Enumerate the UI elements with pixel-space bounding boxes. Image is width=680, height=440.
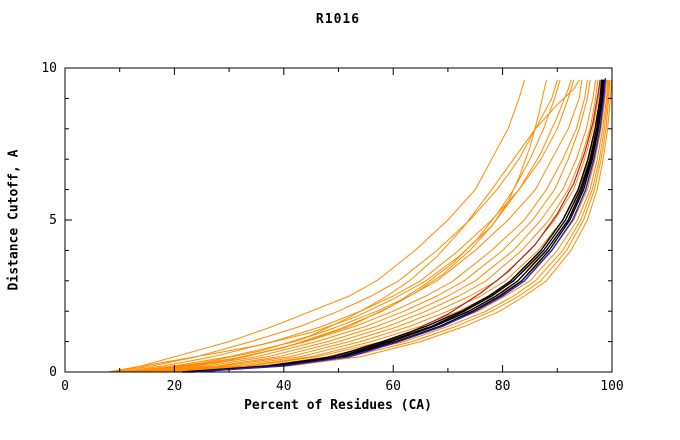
y-axis-label: Distance Cutoff, A [6,149,22,291]
y-tick-label: 0 [49,365,57,380]
series-line-model-black-4 [187,79,604,373]
x-tick-label: 80 [495,379,511,394]
series-line-model-blue-1 [192,77,607,373]
series-line-model-black-3 [181,79,603,373]
x-tick-label: 60 [385,379,401,394]
x-tick-label: 0 [61,379,69,394]
series-line-model-orange-11 [163,79,606,373]
series-line-model-orange-19 [190,79,612,373]
y-tick-label: 5 [49,213,57,228]
series-line-model-orange-18 [141,79,561,373]
series-line-model-orange-15 [184,79,611,373]
series-line-model-orange-8 [146,79,599,373]
series-line-model-orange-6 [135,79,591,373]
series-line-model-red-1 [190,79,601,373]
series-line-model-orange-13 [173,79,609,373]
series-line-model-orange-1 [108,79,525,373]
x-tick-label: 40 [276,379,292,394]
series-line-model-orange-17 [135,79,547,373]
chart-title: R1016 [315,12,361,27]
series-line-model-orange-4 [124,79,583,373]
y-tick-label: 10 [41,61,57,76]
series-line-model-orange-12 [168,79,607,373]
series-line-model-orange-2 [113,79,558,373]
series-line-model-orange-10 [157,79,604,373]
series-line-model-black-2 [190,79,605,373]
series-line-model-orange-7 [141,79,597,373]
series-line-model-orange-3 [119,79,575,373]
x-tick-label: 20 [167,379,183,394]
series-line-model-orange-16 [130,79,580,373]
series-line-model-orange-20 [108,79,572,373]
x-tick-label: 100 [600,379,623,394]
series-line-model-orange-9 [152,79,601,373]
x-axis-label: Percent of Residues (CA) [244,398,432,413]
